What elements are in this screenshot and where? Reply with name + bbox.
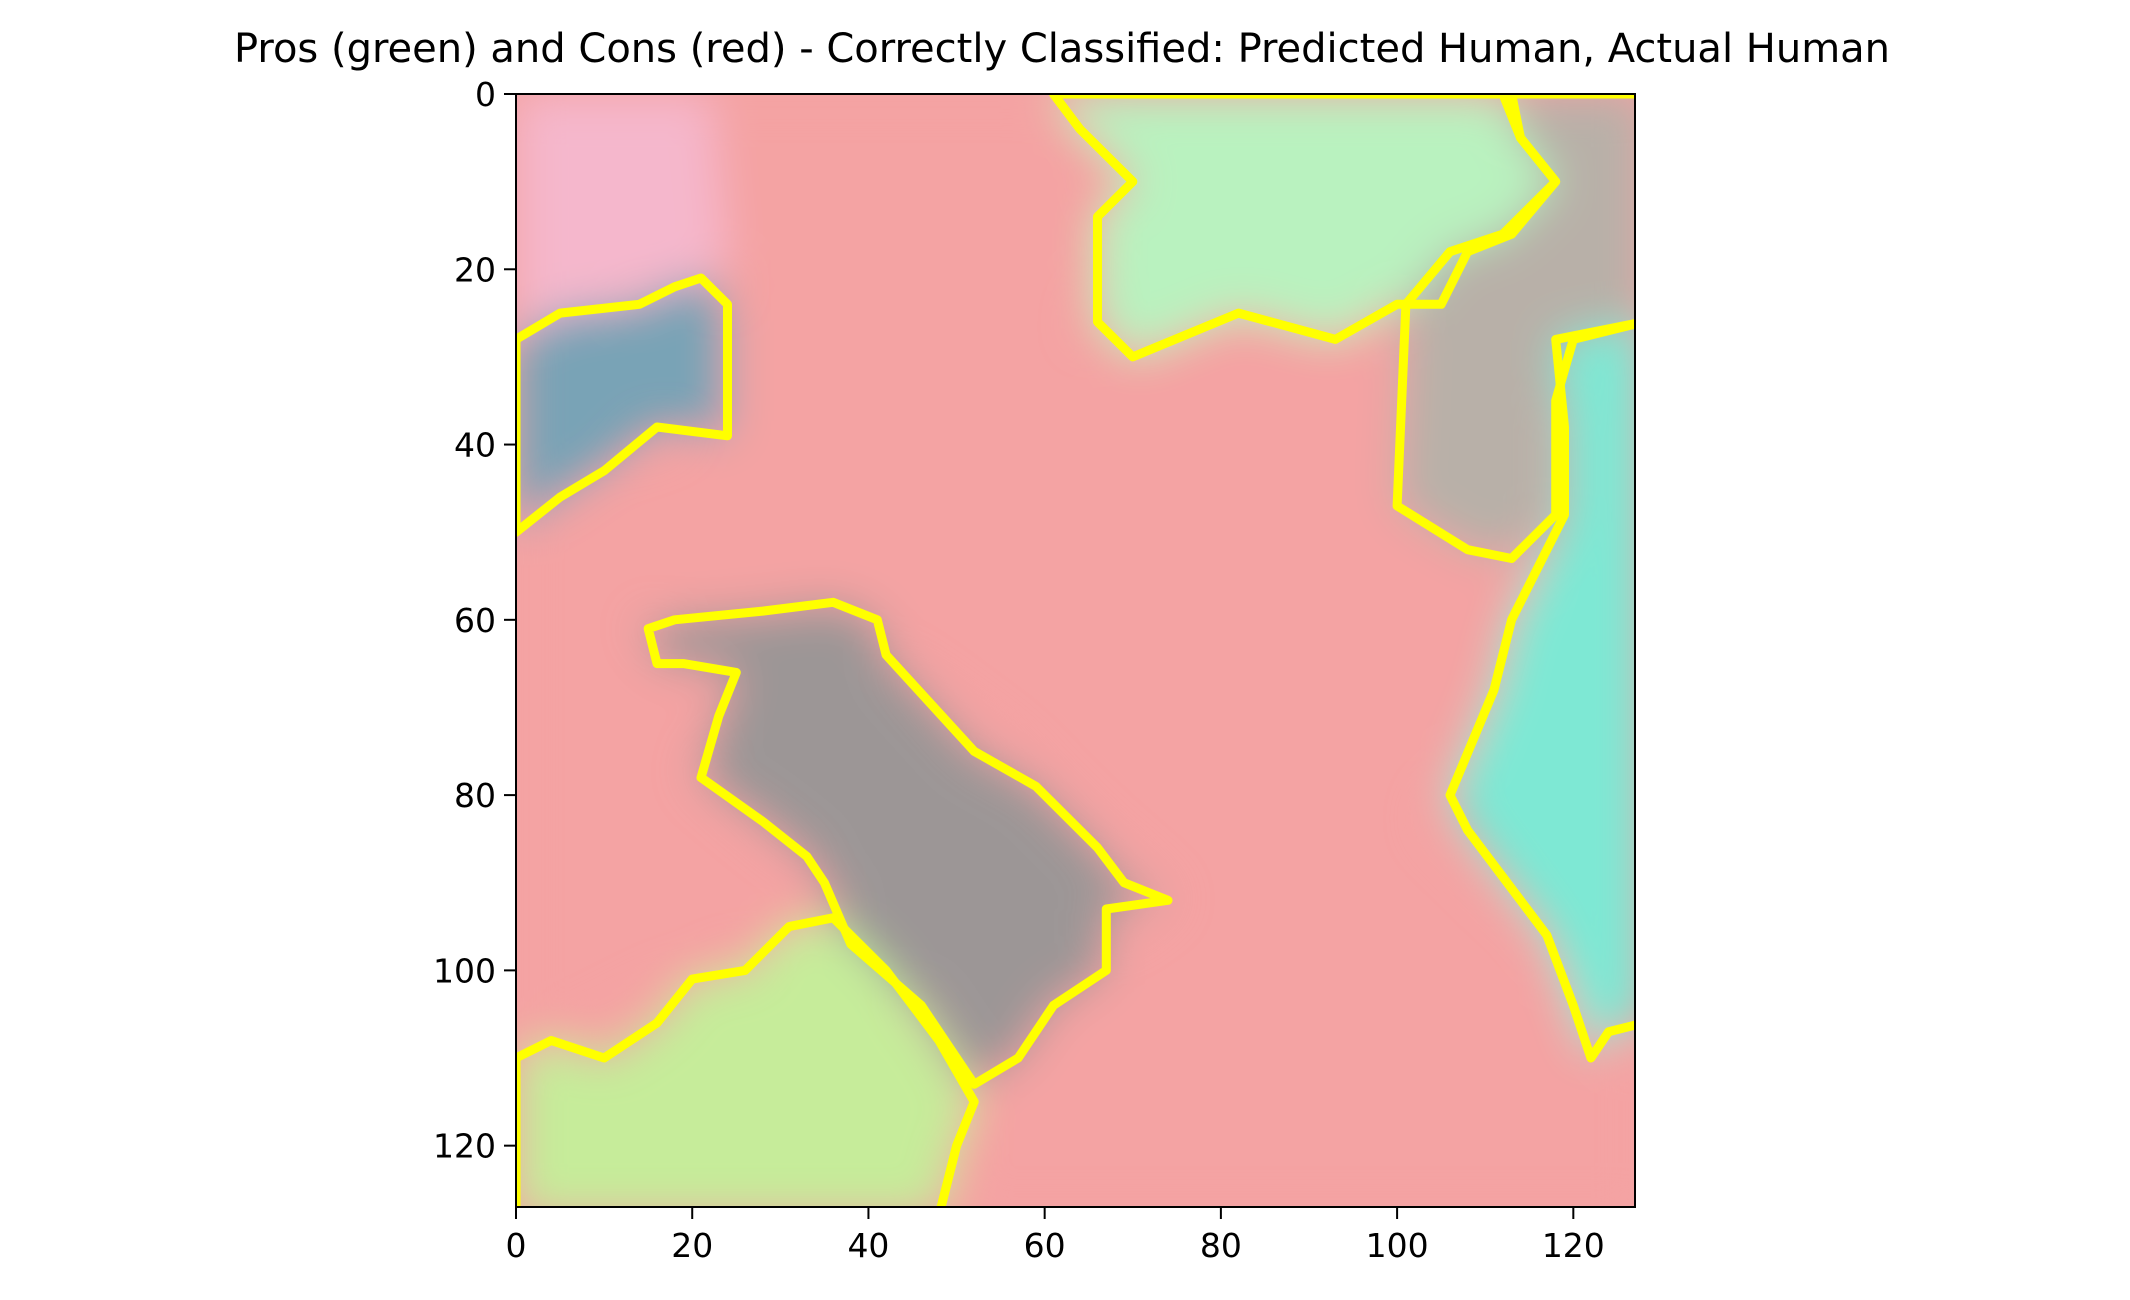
segment-grey-neck [648, 602, 1168, 1085]
boundary-right-cyan [1445, 319, 1635, 1063]
x-tick-label-0: 0 [506, 1226, 527, 1265]
chart-title: Pros (green) and Cons (red) - Correctly … [234, 26, 1890, 72]
boundary-left-blue [516, 273, 732, 537]
x-tick-label-120: 120 [1542, 1226, 1605, 1265]
y-tick-label-0: 0 [475, 75, 496, 114]
boundary-grey-neck [643, 597, 1173, 1089]
boundary-bottom-green [516, 913, 979, 1207]
y-tick-label-20: 20 [454, 250, 496, 289]
y-tick-label-120: 120 [433, 1127, 496, 1166]
segment-fill-layer [516, 94, 1635, 1207]
y-tick-label-60: 60 [454, 601, 496, 640]
x-tick-label-100: 100 [1366, 1226, 1429, 1265]
x-tick-label-60: 60 [1024, 1226, 1066, 1265]
y-axis: 0 20 40 60 80 100 120 [433, 75, 516, 1166]
segment-bottom-green [516, 917, 975, 1207]
x-tick-label-80: 80 [1200, 1226, 1242, 1265]
x-axis: 0 20 40 60 80 100 120 [506, 1207, 1605, 1265]
segment-right-cyan [1450, 323, 1635, 1058]
segment-eye-grey [1397, 94, 1635, 559]
y-tick-label-80: 80 [454, 776, 496, 815]
x-tick-label-40: 40 [847, 1226, 889, 1265]
segment-top-left-pink [516, 94, 728, 340]
segment-boundary-layer [516, 94, 1635, 1207]
y-tick-label-40: 40 [454, 426, 496, 465]
x-tick-label-20: 20 [671, 1226, 713, 1265]
axes-frame [515, 93, 1636, 1208]
segment-left-blue [516, 278, 728, 533]
y-tick-label-100: 100 [433, 951, 496, 990]
plot-area [516, 94, 1635, 1207]
